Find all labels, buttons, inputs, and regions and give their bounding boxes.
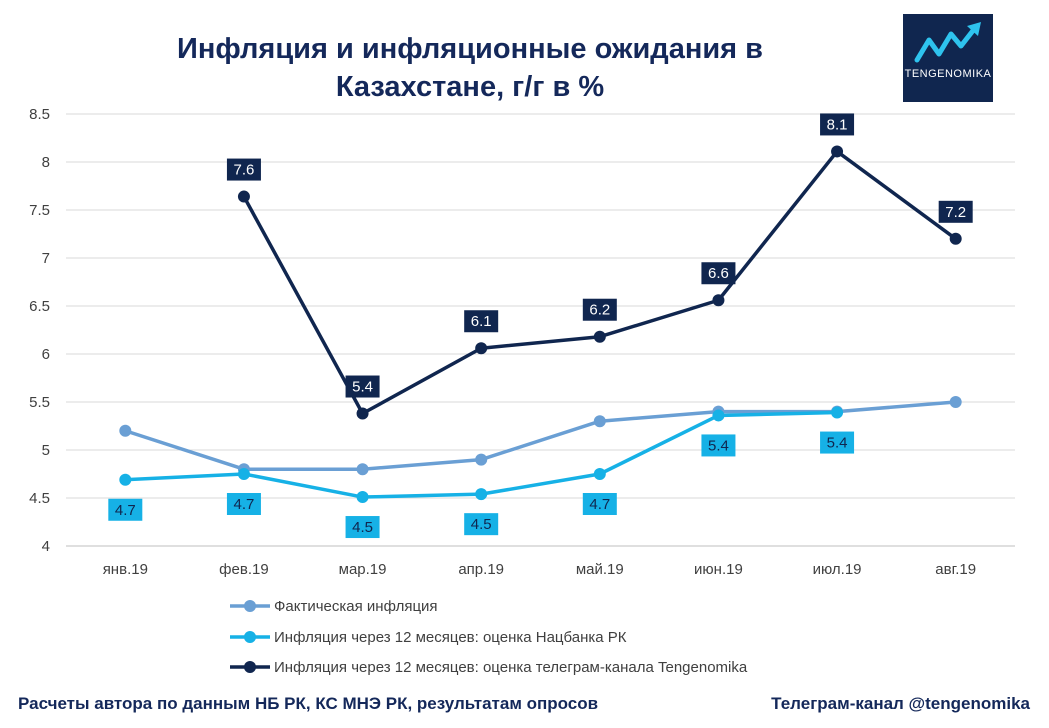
x-tick-label: мар.19 xyxy=(339,561,387,578)
y-tick-label: 4 xyxy=(42,538,50,555)
chart-title: Инфляция и инфляционные ожидания в Казах… xyxy=(70,30,870,106)
chart-title-line-2: Казахстане, г/г в % xyxy=(335,71,605,103)
data-point xyxy=(356,491,369,504)
x-tick-label: янв.19 xyxy=(103,561,148,578)
x-tick-label: апр.19 xyxy=(458,561,504,578)
data-label-box xyxy=(464,513,499,536)
data-label: 4.5 xyxy=(352,519,373,536)
chart-svg: 4 4.5 5 5.5 6 6.5 7 7.5 8 8.5 янв.19 фев.19 мар.19 ап… xyxy=(29,106,1015,676)
data-point xyxy=(831,406,844,419)
legend-marker xyxy=(244,661,256,673)
data-point xyxy=(949,396,962,408)
data-label-box xyxy=(226,158,261,181)
y-tick-label: 5.5 xyxy=(29,394,50,411)
data-point xyxy=(712,294,725,307)
data-point xyxy=(237,468,250,480)
x-tick-label: май.19 xyxy=(576,561,624,578)
trend-up-icon xyxy=(914,22,981,63)
data-point xyxy=(712,409,725,422)
x-tick-label: июн.19 xyxy=(694,561,743,578)
legend-marker xyxy=(244,600,256,612)
data-label: 4.7 xyxy=(234,496,255,513)
y-tick-label: 8.5 xyxy=(29,106,50,123)
data-label: 5.4 xyxy=(708,437,729,454)
data-point xyxy=(949,232,962,245)
legend-marker xyxy=(244,631,256,643)
data-label: 6.2 xyxy=(589,302,610,319)
data-label-box xyxy=(464,310,499,333)
x-tick-label: фев.19 xyxy=(219,561,269,578)
legend-label: Инфляция через 12 месяцев: оценка телегр… xyxy=(274,659,748,676)
data-point xyxy=(119,424,132,437)
data-point xyxy=(593,415,606,428)
data-point xyxy=(356,463,369,476)
logo-text: TENGENOMIKA xyxy=(904,68,992,80)
data-label-box xyxy=(108,498,143,521)
chart-title-line-1: Инфляция и инфляционные ожидания в xyxy=(177,33,763,65)
data-label: 7.2 xyxy=(945,204,966,221)
data-label-box xyxy=(820,113,855,136)
data-label: 7.6 xyxy=(234,162,255,179)
tengenomika-logo: TENGENOMIKA xyxy=(903,14,993,102)
data-label-box xyxy=(345,516,380,539)
data-label-box xyxy=(701,434,736,457)
data-point xyxy=(593,468,606,480)
data-label: 4.7 xyxy=(115,502,136,519)
data-label: 6.1 xyxy=(471,313,492,330)
data-label-box xyxy=(820,431,855,454)
data-label-box xyxy=(226,493,261,515)
data-label: 4.5 xyxy=(471,516,492,533)
y-tick-label: 8 xyxy=(42,154,50,171)
data-point xyxy=(831,145,844,158)
data-point xyxy=(119,473,132,486)
y-tick-label: 7.5 xyxy=(29,202,50,219)
data-label: 8.1 xyxy=(827,116,848,133)
data-point xyxy=(593,330,606,343)
data-label: 5.4 xyxy=(827,435,848,452)
y-tick-label: 7 xyxy=(42,250,50,267)
data-point xyxy=(356,407,369,420)
y-tick-label: 5 xyxy=(42,442,50,459)
data-label-box xyxy=(345,375,380,398)
footer-channel: Телеграм-канал @tengenomika xyxy=(771,694,1030,713)
data-point xyxy=(475,488,488,501)
y-tick-label: 6 xyxy=(42,346,50,363)
y-tick-label: 6.5 xyxy=(29,298,50,315)
data-label: 6.6 xyxy=(708,265,729,282)
data-label-box xyxy=(582,298,617,321)
series-line-3 xyxy=(242,149,957,416)
legend-label: Фактическая инфляция xyxy=(274,598,438,615)
data-label-box xyxy=(701,262,736,285)
x-tick-label: июл.19 xyxy=(813,561,862,578)
y-tick-label: 4.5 xyxy=(29,490,50,507)
data-point xyxy=(475,453,488,466)
data-point xyxy=(475,342,488,355)
data-label-box xyxy=(938,200,973,223)
data-label: 4.7 xyxy=(589,496,610,513)
data-point xyxy=(237,190,250,203)
legend-label: Инфляция через 12 месяцев: оценка Нацбан… xyxy=(274,629,627,646)
data-label-box xyxy=(582,493,617,515)
data-label: 5.4 xyxy=(352,379,373,396)
footer-source: Расчеты автора по данным НБ РК, КС МНЭ Р… xyxy=(18,694,599,713)
x-tick-label: авг.19 xyxy=(935,561,976,578)
